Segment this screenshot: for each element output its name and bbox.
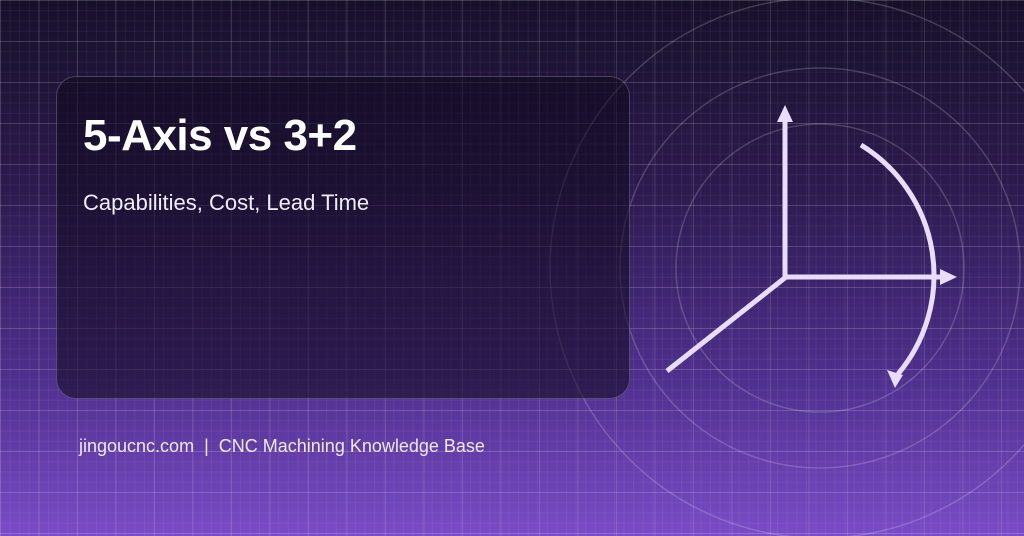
title-card: [56, 76, 630, 399]
y-axis: [665, 275, 788, 373]
z-arrow-head: [777, 105, 793, 122]
x-arrow-head: [940, 269, 957, 285]
footer: jingoucnc.com | CNC Machining Knowledge …: [79, 436, 485, 457]
footer-tagline: CNC Machining Knowledge Base: [218, 436, 485, 456]
footer-separator: |: [204, 436, 209, 456]
site-link[interactable]: jingoucnc.com: [79, 436, 195, 456]
page-title: 5-Axis vs 3+2: [83, 111, 357, 160]
page-subtitle: Capabilities, Cost, Lead Time: [83, 190, 370, 215]
arc-arrow-head: [887, 370, 903, 388]
rotation-arc: [859, 142, 937, 376]
circle-inner: [675, 123, 965, 413]
